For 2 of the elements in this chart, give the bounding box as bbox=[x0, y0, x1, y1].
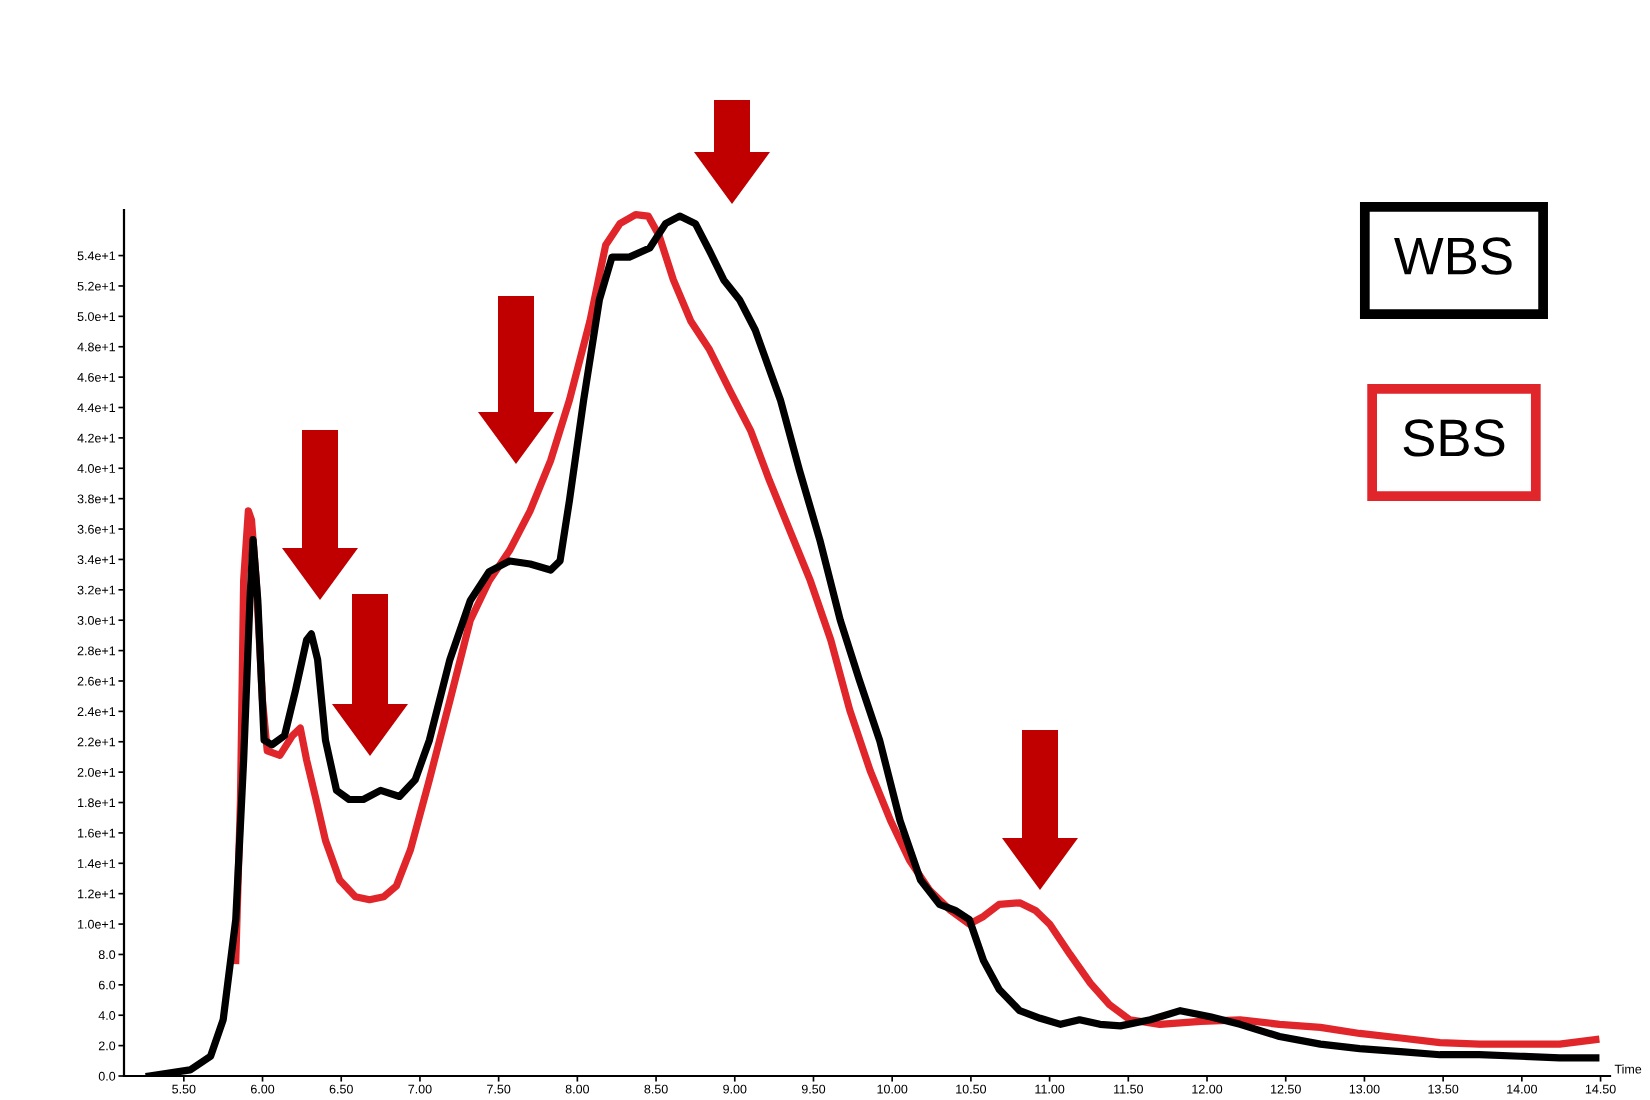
text: WBS bbox=[1394, 237, 1512, 275]
text: SBS bbox=[1403, 419, 1505, 457]
